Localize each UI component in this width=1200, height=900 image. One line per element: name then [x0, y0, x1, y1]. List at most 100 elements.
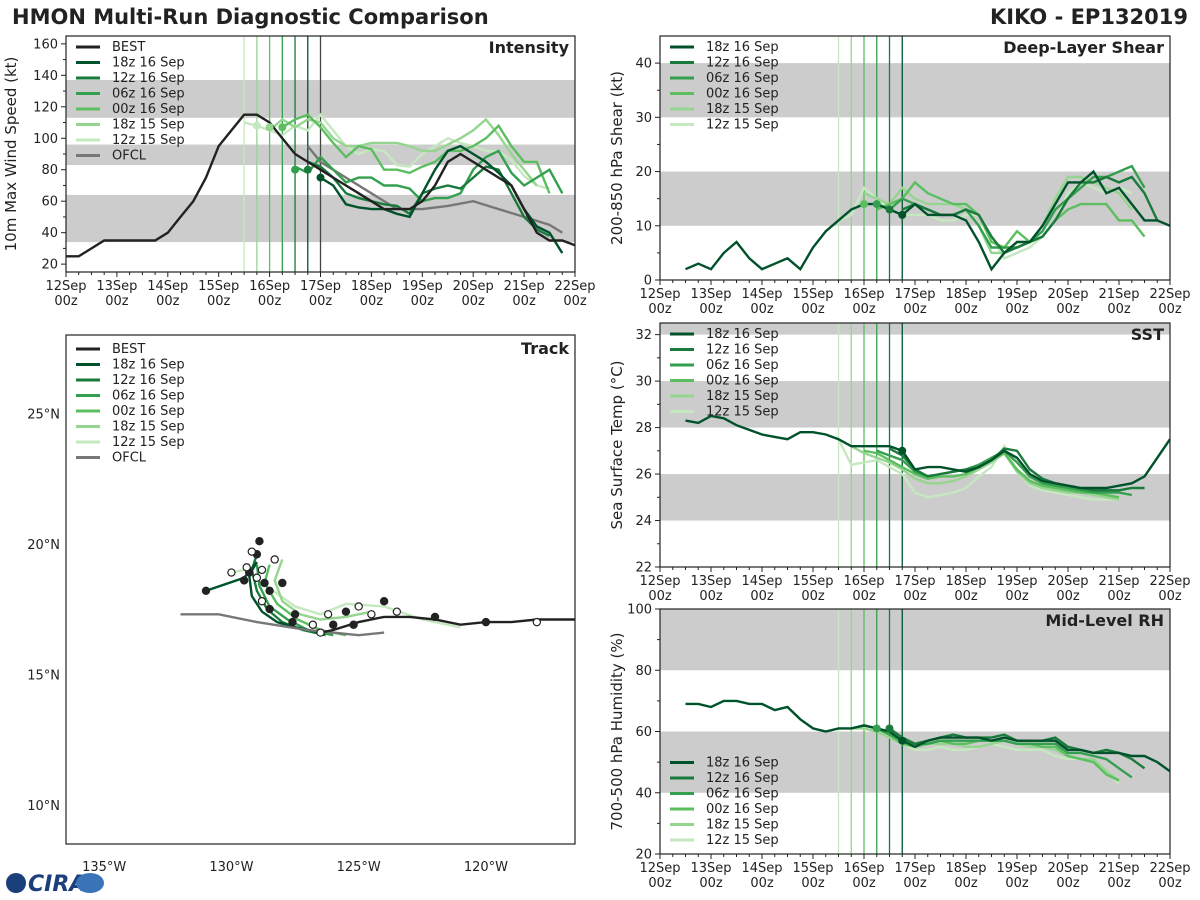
x-tick-label: 00z: [699, 876, 723, 891]
best-point: [265, 604, 274, 614]
y-tick-label: 24: [635, 514, 652, 529]
series-line-18z-16-sep: [685, 699, 1170, 773]
panel-title: SST: [1131, 325, 1164, 344]
x-tick-label: 00z: [1056, 876, 1080, 891]
x-tick-label: 00z: [156, 294, 180, 309]
best-point: [278, 578, 287, 588]
x-tick-label: 00z: [801, 876, 825, 891]
x-tick-label: 18Sep: [945, 861, 986, 876]
x-tick-label: 16Sep: [249, 279, 290, 294]
y-tick-label: 80: [41, 163, 58, 178]
best-point: [316, 628, 325, 637]
shading-band: [660, 63, 1170, 118]
y-axis-label: 200-850 hPa Shear (kt): [608, 71, 626, 245]
series-line-18z-15-sep: [863, 175, 1133, 255]
shading-band: [660, 474, 1170, 521]
x-tick-label: 00z: [1056, 302, 1080, 317]
x-tick-label: 17Sep: [894, 861, 935, 876]
storm-id: KIKO - EP132019: [990, 5, 1188, 29]
legend-label: 18z 16 Sep: [706, 40, 779, 55]
legend-label: 18z 16 Sep: [112, 56, 185, 71]
y-tick-label: 28: [635, 421, 652, 436]
x-tick-label: 12Sep: [639, 861, 680, 876]
x-tick-label: 12Sep: [639, 574, 680, 589]
y-tick-label: 80: [635, 664, 652, 679]
track-panel: 135°W 130°W 125°W 120°W 10°N 15°N 20°N 25°N Trac…: [27, 334, 576, 875]
x-tick-label: 00z: [1158, 876, 1182, 891]
legend-label: 06z 16 Sep: [706, 71, 779, 86]
x-tick-label: 13Sep: [96, 279, 137, 294]
best-point: [308, 620, 318, 629]
init-marker-00z-16-sep: [278, 123, 287, 132]
rh-panel: 2040608010012Sep00z13Sep00z14Sep00z15Sep…: [608, 603, 1191, 892]
series-line-00z-16-sep: [876, 180, 1146, 249]
y-tick-label: 0: [644, 274, 652, 289]
legend-label: 06z 16 Sep: [112, 389, 185, 404]
lon-tick-label: 135°W: [82, 860, 126, 875]
x-tick-label: 15Sep: [792, 861, 833, 876]
legend-label: 18z 15 Sep: [706, 102, 779, 117]
x-tick-label: 12Sep: [639, 287, 680, 302]
x-tick-label: 18Sep: [351, 279, 392, 294]
best-point: [260, 578, 269, 588]
x-tick-label: 14Sep: [741, 574, 782, 589]
legend-label: 12z 16 Sep: [112, 373, 185, 388]
x-tick-label: 13Sep: [690, 861, 731, 876]
panel-title: Deep-Layer Shear: [1003, 38, 1164, 57]
x-tick-label: 00z: [462, 294, 486, 309]
legend-label: 12z 16 Sep: [706, 343, 779, 358]
legend-label: 06z 16 Sep: [706, 787, 779, 802]
x-tick-label: 18Sep: [945, 287, 986, 302]
y-tick-label: 32: [635, 328, 652, 343]
x-tick-label: 19Sep: [402, 279, 443, 294]
best-point: [257, 597, 267, 606]
x-tick-label: 00z: [699, 589, 723, 604]
best-point: [323, 610, 333, 619]
logo-globe-icon: [6, 873, 26, 893]
series-line-best: [66, 113, 575, 258]
x-tick-label: 00z: [1005, 589, 1029, 604]
best-point: [270, 555, 279, 564]
x-tick-label: 20Sep: [453, 279, 494, 294]
series-line-18z-16-sep: [685, 169, 1170, 272]
x-tick-label: 00z: [903, 589, 927, 604]
best-point: [227, 568, 236, 577]
legend-label: 18z 16 Sep: [112, 358, 185, 373]
legend-label: 00z 16 Sep: [706, 802, 779, 817]
x-tick-label: 20Sep: [1047, 574, 1088, 589]
best-point: [239, 576, 249, 585]
x-tick-label: 00z: [750, 302, 774, 317]
x-tick-label: 00z: [699, 302, 723, 317]
series-line-06z-16-sep: [294, 149, 564, 203]
series-line-12z-16-sep: [307, 160, 551, 237]
y-tick-label: 120: [33, 100, 58, 115]
x-tick-label: 17Sep: [894, 574, 935, 589]
y-tick-label: 20: [635, 848, 652, 863]
legend-label: 00z 16 Sep: [112, 404, 185, 419]
best-point: [252, 573, 262, 582]
y-tick-label: 10: [635, 219, 652, 234]
series-line-12z-15-sep: [837, 438, 1119, 501]
x-tick-label: 15Sep: [792, 574, 833, 589]
y-tick-label: 30: [635, 375, 652, 390]
legend-label: 12z 15 Sep: [706, 118, 779, 133]
x-tick-label: 17Sep: [894, 287, 935, 302]
main-title: HMON Multi-Run Diagnostic Comparison: [12, 5, 489, 29]
y-axis-label: 10m Max Wind Speed (kt): [2, 57, 20, 252]
y-tick-label: 30: [635, 111, 652, 126]
best-point: [341, 607, 351, 616]
x-tick-label: 00z: [258, 294, 282, 309]
x-tick-label: 16Sep: [843, 287, 884, 302]
x-tick-label: 12Sep: [45, 279, 86, 294]
x-tick-label: 00z: [1107, 589, 1131, 604]
series-line-18z-16-sep: [685, 414, 1170, 490]
track-line-ofcl: [180, 613, 385, 637]
lon-tick-label: 125°W: [337, 860, 381, 875]
panel-title: Mid-Level RH: [1045, 611, 1164, 630]
best-point: [201, 586, 211, 596]
x-tick-label: 14Sep: [741, 861, 782, 876]
x-tick-label: 00z: [1005, 876, 1029, 891]
x-tick-label: 21Sep: [1098, 287, 1139, 302]
legend-label: 06z 16 Sep: [706, 358, 779, 373]
